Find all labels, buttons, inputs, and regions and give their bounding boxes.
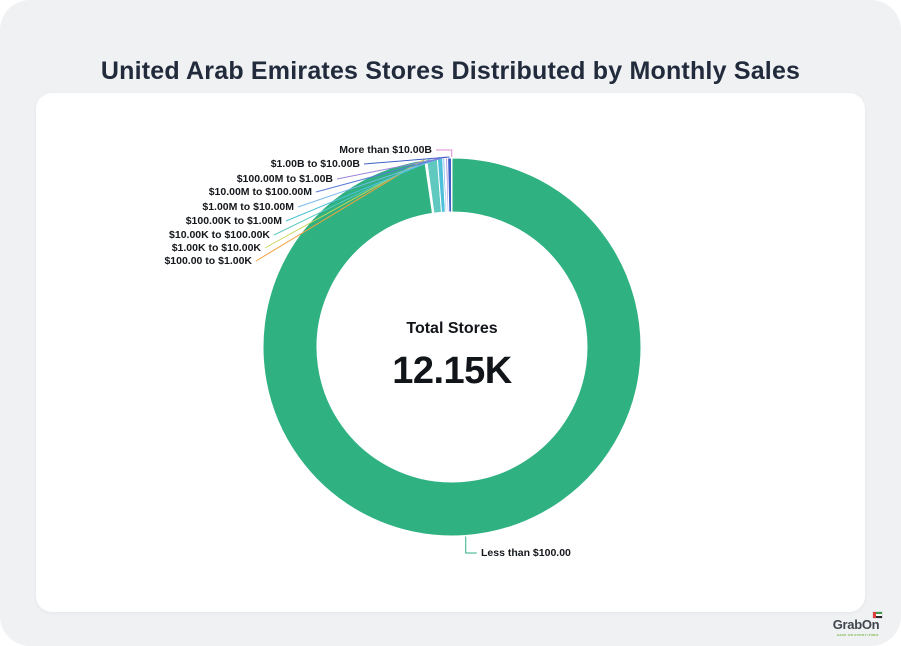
slice-label-1m-to-10m: $1.00M to $10.00M <box>202 201 294 213</box>
slice-label-100m-to-1b: $100.00M to $1.00B <box>236 173 333 185</box>
slice-label-1k-to-10k: $1.00K to $10.00K <box>171 242 261 254</box>
grabon-logo: GrabOn SAVE ON EVERYTHING <box>821 612 891 640</box>
total-stores-label: Total Stores <box>406 320 498 337</box>
slice-label-10m-to-100m: $10.00M to $100.00M <box>208 186 312 198</box>
slice-label-more-than-10b: More than $10.00B <box>339 144 432 156</box>
slice-label-100-to-1k: $100.00 to $1.00K <box>164 255 252 267</box>
donut-center-text: Total Stores 12.15K <box>352 320 552 393</box>
slice-label-less-than-100: Less than $100.00 <box>481 547 571 559</box>
slice-label-100k-to-1m: $100.00K to $1.00M <box>185 215 282 227</box>
uae-flag-icon <box>873 612 883 618</box>
grabon-logo-text: GrabOn <box>832 617 880 632</box>
grabon-logo-tagline: SAVE ON EVERYTHING <box>836 634 879 638</box>
slice-label-1b-to-10b: $1.00B to $10.00B <box>270 158 360 170</box>
page-title: United Arab Emirates Stores Distributed … <box>100 56 801 85</box>
slice-label-10k-to-100k: $10.00K to $100.00K <box>169 229 270 241</box>
total-stores-value: 12.15K <box>392 350 512 392</box>
